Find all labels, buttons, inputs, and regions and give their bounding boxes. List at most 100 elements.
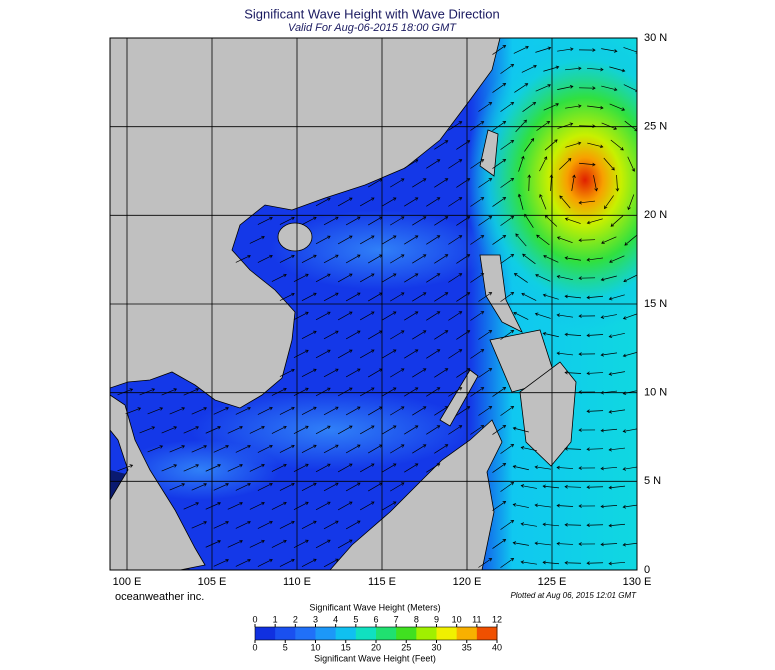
wave-arrow xyxy=(434,254,449,264)
wave-arrow xyxy=(381,387,397,397)
wave-arrow xyxy=(301,292,317,302)
wave-arrow xyxy=(213,483,229,491)
wave-arrow xyxy=(556,465,574,470)
wave-arrow xyxy=(500,101,515,112)
colorbar-feet-label: 15 xyxy=(341,642,351,652)
wave-arrow xyxy=(345,444,361,454)
wave-arrow xyxy=(183,464,200,472)
wave-arrow xyxy=(448,273,463,283)
wave-arrow xyxy=(169,445,186,453)
wave-arrow xyxy=(615,174,620,192)
wave-arrow xyxy=(600,352,618,357)
wave-arrow xyxy=(249,501,265,510)
wave-arrow xyxy=(515,233,527,247)
wave-arrow xyxy=(520,446,537,452)
wave-arrow xyxy=(623,274,637,283)
wave-arrow xyxy=(512,464,529,471)
colorbar-meter-label: 8 xyxy=(414,614,419,624)
land-mindanao xyxy=(519,361,577,467)
wave-arrow xyxy=(205,426,221,434)
wave-arrow xyxy=(534,541,552,546)
wave-arrow xyxy=(557,47,574,52)
wave-arrow xyxy=(337,273,353,283)
wave-arrow xyxy=(301,254,317,264)
wave-arrow xyxy=(434,140,449,150)
wave-arrow xyxy=(622,352,637,358)
wave-arrow xyxy=(412,178,427,188)
wave-arrow xyxy=(271,501,287,510)
wave-arrow xyxy=(627,156,636,172)
wave-arrow xyxy=(345,216,361,226)
wave-arrow xyxy=(456,330,471,340)
wave-arrow xyxy=(381,311,397,321)
wave-arrow xyxy=(564,560,582,565)
wave-arrow xyxy=(279,444,295,453)
lat-label: 10 N xyxy=(644,387,667,399)
wave-arrow xyxy=(586,218,603,225)
wave-arrow xyxy=(323,292,339,302)
wave-arrow xyxy=(600,314,617,319)
colorbar-feet-label: 10 xyxy=(310,642,320,652)
lon-label: 125 E xyxy=(538,576,567,588)
wave-arrow xyxy=(624,234,637,246)
wave-arrow xyxy=(426,235,441,245)
wave-arrow xyxy=(500,481,515,492)
wave-arrow xyxy=(183,426,200,434)
wave-arrow xyxy=(600,428,618,433)
wave-arrow xyxy=(293,273,309,282)
wave-arrow xyxy=(521,64,537,73)
wave-arrow xyxy=(448,349,463,359)
wave-arrow xyxy=(587,142,604,149)
wave-arrow xyxy=(556,541,574,546)
wave-arrow xyxy=(578,466,596,470)
wave-arrow xyxy=(323,406,339,416)
colorbar-bin xyxy=(436,627,458,640)
wave-arrow xyxy=(381,425,397,435)
wave-arrow xyxy=(337,235,353,245)
wave-arrow xyxy=(434,178,449,188)
wave-arrow xyxy=(578,542,596,546)
wave-arrow xyxy=(492,501,507,511)
wave-arrow xyxy=(345,520,361,530)
wave-arrow xyxy=(390,482,405,492)
wave-arrow xyxy=(404,311,419,321)
wave-arrow xyxy=(622,313,637,320)
wave-arrow xyxy=(542,560,560,565)
wave-arrow xyxy=(257,482,273,491)
colorbar-bin xyxy=(376,627,397,640)
colorbar-meter-label: 6 xyxy=(373,614,378,624)
wave-arrow xyxy=(323,520,339,530)
wave-arrow xyxy=(492,539,507,549)
wave-arrow xyxy=(293,311,309,320)
wave-arrow xyxy=(586,485,604,490)
wave-arrow xyxy=(249,463,265,472)
wave-arrow xyxy=(293,501,309,510)
wave-arrow xyxy=(345,254,361,264)
wave-arrow xyxy=(478,102,493,112)
wave-arrow xyxy=(359,387,375,397)
colorbar-meter-label: 1 xyxy=(273,614,278,624)
colorbar-bin xyxy=(456,627,478,640)
colorbar-meter-label: 5 xyxy=(353,614,358,624)
title: Significant Wave Height with Wave Direct… xyxy=(244,6,500,21)
wave-arrow xyxy=(301,216,317,226)
wave-arrow xyxy=(227,501,243,510)
lon-label: 115 E xyxy=(368,576,396,588)
wave-arrow xyxy=(227,463,243,472)
wave-arrow xyxy=(345,292,361,302)
wave-arrow xyxy=(609,255,625,263)
lon-label: 110 E xyxy=(283,576,311,588)
wave-arrow xyxy=(412,330,427,340)
colorbar-feet-label: 35 xyxy=(462,642,472,652)
wave-arrow xyxy=(593,175,598,192)
wave-arrow xyxy=(579,162,596,167)
wave-arrow xyxy=(500,253,515,264)
wave-arrow xyxy=(456,254,471,264)
wave-arrow xyxy=(271,463,287,472)
wave-arrow xyxy=(512,503,529,508)
wave-arrow xyxy=(478,178,493,188)
wave-arrow xyxy=(500,215,515,226)
wave-arrow xyxy=(426,463,441,473)
wave-arrow xyxy=(520,560,538,565)
wave-arrow xyxy=(315,273,331,283)
